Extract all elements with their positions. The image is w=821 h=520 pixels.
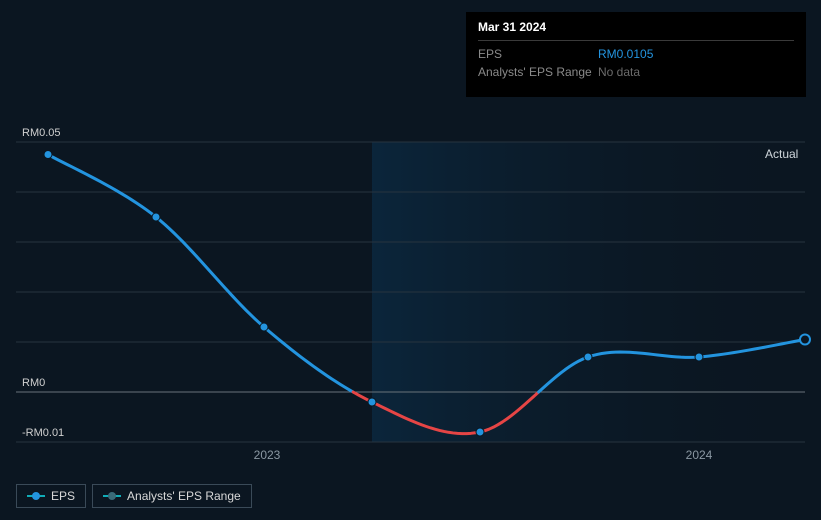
tooltip-row-value: RM0.0105 bbox=[598, 47, 653, 61]
legend: EPS Analysts' EPS Range bbox=[16, 484, 252, 508]
y-tick-label: RM0.05 bbox=[22, 127, 61, 139]
x-tick-label: 2023 bbox=[254, 448, 281, 462]
x-tick-label: 2024 bbox=[686, 448, 713, 462]
tooltip-row-label: EPS bbox=[478, 47, 598, 61]
tooltip-row: EPSRM0.0105 bbox=[478, 45, 794, 63]
y-tick-label: RM0 bbox=[22, 377, 45, 389]
tooltip-row: Analysts' EPS RangeNo data bbox=[478, 63, 794, 81]
tooltip-row-label: Analysts' EPS Range bbox=[478, 65, 598, 79]
y-tick-label: -RM0.01 bbox=[22, 427, 64, 439]
legend-swatch-icon bbox=[27, 491, 45, 501]
eps-legend[interactable]: EPS bbox=[16, 484, 86, 508]
legend-swatch-icon bbox=[103, 491, 121, 501]
actual-region-label: Actual bbox=[765, 147, 798, 161]
tooltip-date: Mar 31 2024 bbox=[478, 20, 794, 41]
tooltip-row-value: No data bbox=[598, 65, 640, 79]
legend-label: EPS bbox=[51, 489, 75, 503]
analysts-range-legend[interactable]: Analysts' EPS Range bbox=[92, 484, 252, 508]
chart-tooltip: Mar 31 2024 EPSRM0.0105Analysts' EPS Ran… bbox=[466, 12, 806, 97]
legend-label: Analysts' EPS Range bbox=[127, 489, 241, 503]
